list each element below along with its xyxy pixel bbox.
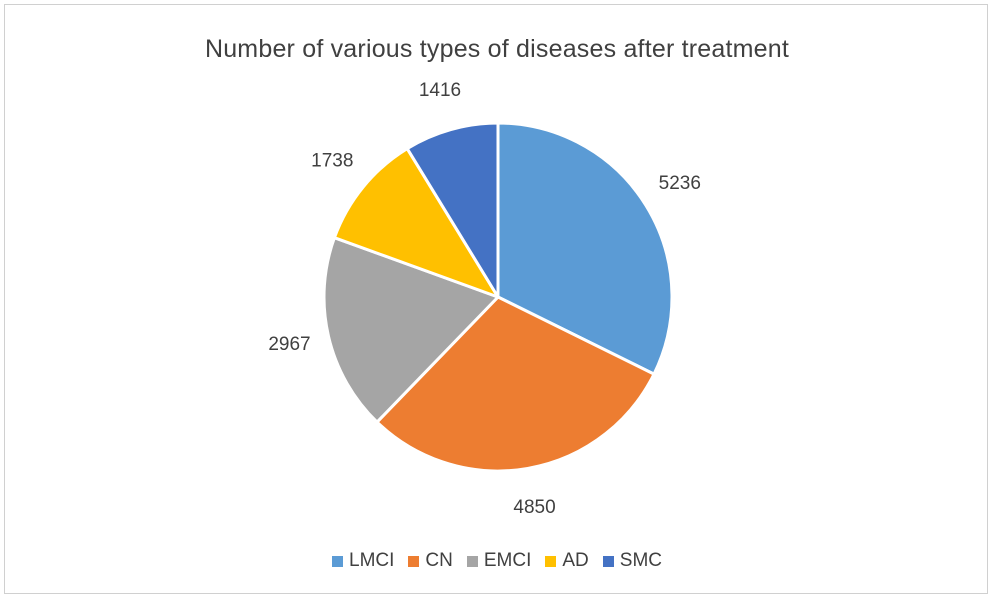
legend-swatch	[408, 555, 420, 567]
data-label-smc: 1416	[419, 80, 461, 101]
legend-item-ad: AD	[545, 550, 589, 572]
legend-label: CN	[425, 550, 453, 571]
pie-slice-emci	[322, 236, 500, 424]
legend-swatch	[466, 555, 478, 567]
legend-item-cn: CN	[408, 550, 453, 572]
pie-slice-cn	[375, 295, 656, 473]
legend-label: LMCI	[349, 550, 395, 571]
pie-slice-lmci	[496, 121, 674, 376]
pie-slice-ad	[332, 147, 500, 299]
legend-item-lmci: LMCI	[332, 550, 394, 572]
chart-frame: Number of various types of diseases afte…	[4, 4, 988, 594]
chart-title: Number of various types of diseases afte…	[204, 35, 790, 63]
data-label-ad: 1738	[311, 151, 353, 172]
legend-label: EMCI	[483, 550, 532, 571]
legend-label: SMC	[619, 550, 662, 571]
data-label-cn: 4850	[513, 497, 555, 518]
data-label-lmci: 5236	[659, 173, 701, 194]
legend-swatch	[602, 555, 614, 567]
legend-label: AD	[562, 550, 589, 571]
legend: LMCI CN EMCI AD SMC	[5, 550, 989, 572]
data-label-emci: 2967	[268, 334, 310, 355]
pie-chart: 5236 4850 2967 1738 1416	[268, 80, 701, 518]
legend-swatch	[332, 555, 343, 567]
legend-item-smc: SMC	[602, 550, 662, 572]
legend-item-emci: EMCI	[466, 550, 532, 572]
pie-slice-smc	[405, 121, 500, 299]
legend-swatch	[545, 555, 557, 567]
